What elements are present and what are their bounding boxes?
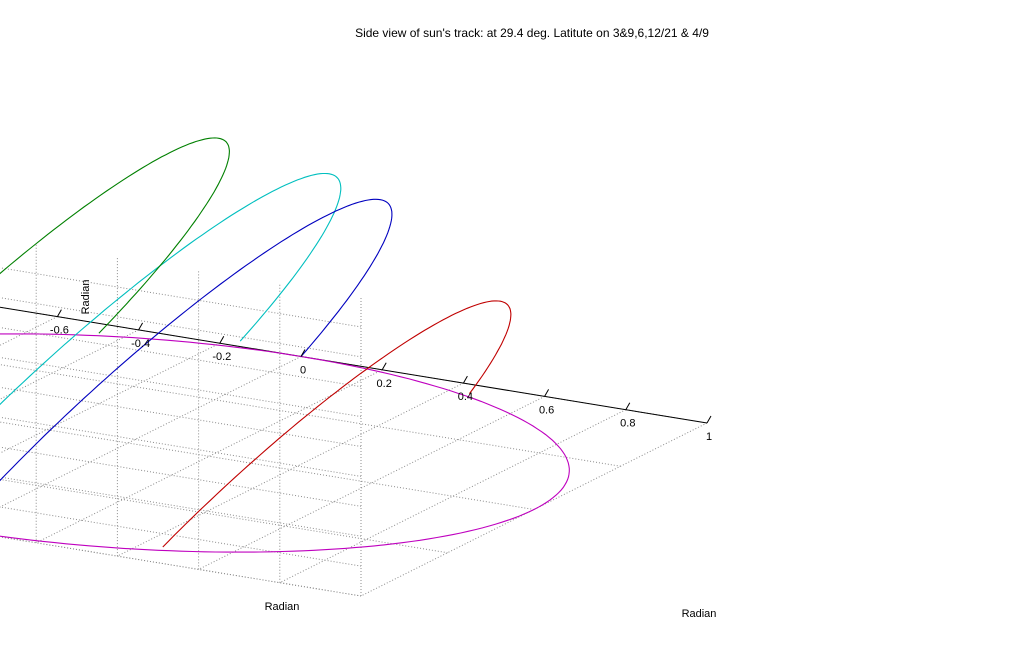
x-tick-label: 0.6 <box>539 404 554 416</box>
grid-line <box>35 369 383 544</box>
x-tick-label: -0.6 <box>50 325 69 337</box>
grid-line <box>0 316 58 346</box>
x-tick-mark <box>544 389 550 397</box>
y-axis-label: Radian <box>265 601 300 613</box>
grid-line <box>0 306 708 424</box>
x-tick-mark <box>462 375 468 384</box>
series-cyan-line <box>0 172 342 406</box>
grid-line <box>0 476 362 537</box>
x-tick-label: -0.4 <box>131 338 150 350</box>
x-axis-line <box>0 306 708 424</box>
grid-line <box>117 382 464 557</box>
series-red-line <box>162 300 512 548</box>
grid-line <box>0 421 535 510</box>
x-tick-mark <box>300 349 306 357</box>
x-tick-label: 0.8 <box>620 418 635 430</box>
grid-line <box>0 364 621 467</box>
grid-line <box>0 416 362 477</box>
grid-line <box>0 329 139 400</box>
grid-line <box>0 327 362 388</box>
axis-layer <box>0 306 708 424</box>
x-tick-label: 0.2 <box>377 378 392 390</box>
x-tick-mark <box>381 362 387 371</box>
x-tick-mark <box>625 402 631 410</box>
x-axis-label: Radian <box>682 608 717 620</box>
series-horizon-line <box>0 333 570 553</box>
grid-layer <box>0 243 708 597</box>
grid-line <box>0 342 221 454</box>
x-tick-mark <box>706 415 712 424</box>
x-tick-label: 0 <box>300 365 306 377</box>
x-tick-mark <box>138 322 144 331</box>
series-blue-line <box>0 198 393 482</box>
x-tick-label: 0.4 <box>458 391 473 403</box>
grid-line <box>0 506 362 567</box>
x-tick-mark <box>219 335 225 344</box>
series-green-line <box>0 137 230 334</box>
grid-line <box>279 409 627 584</box>
x-tick-label: -0.2 <box>212 351 231 363</box>
x-tick-mark <box>56 309 62 317</box>
chart-title: Side view of sun's track: at 29.4 deg. L… <box>355 26 709 40</box>
series-layer <box>0 137 570 553</box>
grid-line <box>0 478 448 554</box>
x-tick-label: 1 <box>706 431 712 443</box>
z-axis-label: Radian <box>80 280 92 315</box>
tick-layer: 00.10.20.30.40.50.60.70.80.9-1-0.500.51-… <box>50 309 712 443</box>
grid-line <box>0 446 362 507</box>
grid-line <box>198 395 545 570</box>
grid-line <box>0 267 362 328</box>
